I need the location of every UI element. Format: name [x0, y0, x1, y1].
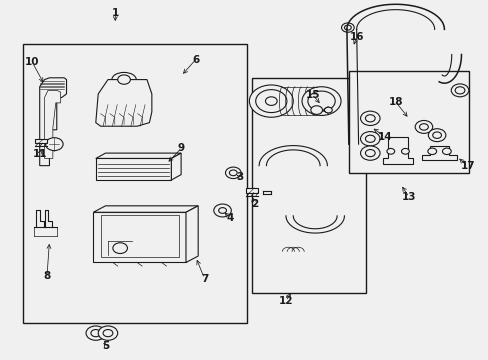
Circle shape: [360, 132, 379, 146]
Text: 9: 9: [177, 143, 184, 153]
Text: 10: 10: [25, 57, 40, 67]
Polygon shape: [245, 188, 258, 193]
Circle shape: [360, 146, 379, 160]
Circle shape: [113, 243, 127, 253]
Circle shape: [229, 170, 237, 176]
Text: 6: 6: [192, 54, 199, 64]
Text: 5: 5: [102, 341, 109, 351]
Text: 3: 3: [236, 172, 243, 182]
Circle shape: [401, 148, 408, 154]
Polygon shape: [35, 139, 47, 143]
Polygon shape: [185, 206, 198, 262]
Circle shape: [386, 148, 394, 154]
Circle shape: [344, 25, 350, 30]
Circle shape: [255, 90, 286, 113]
Circle shape: [341, 23, 353, 32]
Circle shape: [103, 329, 113, 337]
Circle shape: [98, 326, 118, 340]
Circle shape: [324, 107, 331, 113]
Text: 1: 1: [111, 8, 119, 18]
Text: 12: 12: [278, 296, 293, 306]
Circle shape: [454, 87, 464, 94]
Text: 4: 4: [226, 213, 233, 222]
Text: 17: 17: [460, 161, 474, 171]
Polygon shape: [40, 78, 66, 166]
Circle shape: [302, 87, 340, 116]
Bar: [101, 215, 178, 257]
Circle shape: [442, 148, 450, 154]
Circle shape: [118, 75, 130, 84]
Polygon shape: [422, 146, 456, 160]
Text: 8: 8: [43, 271, 51, 281]
Circle shape: [310, 106, 322, 114]
Circle shape: [450, 84, 468, 97]
Polygon shape: [383, 137, 412, 164]
Circle shape: [249, 85, 293, 117]
Circle shape: [427, 129, 445, 141]
Polygon shape: [96, 153, 181, 158]
Circle shape: [91, 329, 101, 337]
Circle shape: [432, 132, 441, 138]
Circle shape: [86, 326, 105, 340]
Text: 2: 2: [250, 199, 257, 210]
Text: 15: 15: [305, 90, 319, 100]
Bar: [96, 158, 171, 180]
Circle shape: [365, 135, 374, 142]
Polygon shape: [96, 80, 152, 126]
Bar: [251, 78, 366, 293]
Circle shape: [218, 208, 226, 213]
Polygon shape: [93, 206, 198, 212]
Circle shape: [365, 149, 374, 157]
Circle shape: [213, 204, 231, 217]
Bar: [22, 44, 246, 323]
Text: 7: 7: [201, 274, 208, 284]
Circle shape: [225, 167, 241, 179]
Circle shape: [419, 124, 427, 130]
Polygon shape: [44, 90, 61, 158]
Circle shape: [307, 91, 334, 111]
Circle shape: [365, 115, 374, 122]
Circle shape: [414, 121, 432, 134]
Circle shape: [360, 111, 379, 126]
Polygon shape: [171, 153, 181, 180]
Text: 18: 18: [387, 97, 402, 107]
Text: 13: 13: [401, 192, 416, 202]
Circle shape: [427, 148, 436, 154]
Bar: [348, 71, 468, 173]
Text: 14: 14: [377, 132, 391, 142]
Text: 16: 16: [349, 32, 363, 42]
Circle shape: [265, 97, 277, 105]
Circle shape: [45, 138, 63, 150]
Bar: [93, 212, 185, 262]
Text: 11: 11: [32, 149, 47, 159]
